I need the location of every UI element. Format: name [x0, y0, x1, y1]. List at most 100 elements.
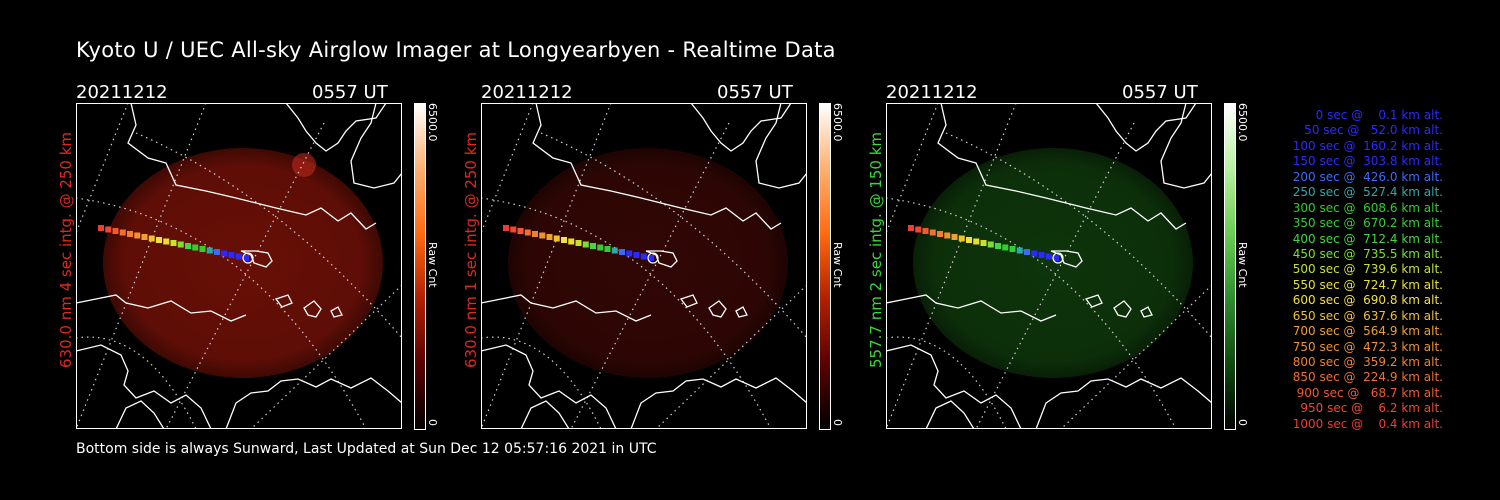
legend-row: 700 sec @ 564.9 km alt.	[1288, 324, 1443, 339]
map-2	[481, 103, 807, 429]
panel-frame	[886, 103, 1212, 429]
legend-row: 800 sec @ 359.2 km alt.	[1288, 355, 1443, 369]
map-3	[886, 103, 1212, 429]
trajectory-point	[517, 228, 524, 234]
trajectory-point	[141, 234, 148, 240]
trajectory-point	[228, 252, 235, 258]
trajectory-point	[243, 255, 249, 261]
trajectory-point	[929, 229, 936, 236]
map-1	[76, 103, 402, 429]
legend-row: 600 sec @ 690.8 km alt.	[1288, 293, 1443, 308]
coastline	[1160, 103, 1212, 189]
panel-3-colorbar	[1224, 103, 1236, 430]
trajectory-point	[980, 240, 987, 246]
trajectory-point	[199, 246, 206, 252]
coastline	[755, 103, 807, 189]
panel-2-date: 20211212	[481, 82, 573, 103]
trajectory-point	[633, 252, 640, 258]
trajectory-point	[626, 250, 633, 257]
trajectory-point	[648, 255, 654, 261]
trajectory-point	[156, 237, 162, 243]
legend-row: 100 sec @ 160.2 km alt.	[1288, 138, 1443, 153]
panel-2-ylabel: 630.0 nm 1 sec intg. @ 250 km	[462, 131, 480, 368]
coastline	[520, 400, 570, 429]
coastline	[690, 103, 792, 152]
coastline	[225, 377, 402, 429]
trajectory-point	[582, 241, 589, 248]
legend-row: 300 sec @ 608.6 km alt.	[1288, 200, 1443, 215]
trajectory-point	[105, 226, 112, 233]
coastline	[481, 344, 617, 429]
coastline	[240, 250, 273, 268]
trajectory-point	[908, 225, 914, 231]
graticule-line	[975, 122, 1135, 429]
panel-3-date: 20211212	[886, 82, 978, 103]
airglow-image	[103, 148, 383, 378]
panel-2-cbar-max: 6500.0	[831, 103, 844, 142]
legend-row: 900 sec @ 68.7 km alt.	[1292, 385, 1443, 400]
coastline	[532, 103, 782, 230]
legend-row: 400 sec @ 712.4 km alt.	[1288, 231, 1443, 246]
aurora-spot	[292, 153, 316, 177]
panel-3-cbar-min: 0	[1236, 419, 1249, 426]
trajectory-point	[170, 240, 177, 246]
coastline	[330, 306, 343, 318]
graticule-line	[886, 103, 1017, 429]
coastline	[1095, 103, 1197, 152]
trajectory-point	[1024, 249, 1030, 255]
coastline	[274, 294, 293, 308]
graticule-line	[481, 197, 772, 429]
trajectory-point	[1038, 252, 1045, 258]
trajectory-point	[611, 247, 618, 254]
legend-row: 550 sec @ 724.7 km alt.	[1288, 277, 1443, 292]
coastline	[303, 300, 322, 318]
trajectory-point	[185, 243, 191, 249]
graticule-line	[886, 197, 1177, 429]
trajectory-point	[604, 246, 611, 252]
legend-row: 150 sec @ 303.8 km alt.	[1288, 154, 1443, 169]
graticule-line	[481, 103, 612, 429]
trajectory-point	[640, 253, 647, 260]
panel-1-colorbar	[414, 103, 426, 430]
trajectory-point	[966, 237, 972, 243]
coastline	[1140, 306, 1153, 318]
coastline	[115, 400, 165, 429]
trajectory-legend: 0 sec @ 0.1 km alt. 50 sec @ 52.0 km alt…	[1258, 108, 1443, 432]
panel-1-cbar-max: 6500.0	[426, 103, 439, 142]
trajectory-point	[546, 234, 553, 240]
trajectory-point	[958, 235, 965, 242]
legend-row: 0 sec @ 0.1 km alt.	[1304, 108, 1443, 122]
panel-1-cbar-unit: Raw Cnt	[426, 242, 439, 288]
panel-frame	[76, 103, 402, 429]
airglow-image	[508, 148, 788, 378]
trajectory-point	[148, 235, 155, 242]
coastline	[886, 344, 1022, 429]
trajectory-point	[214, 249, 220, 255]
panel-1-cbar-min: 0	[426, 419, 439, 426]
panel-2-colorbar	[819, 103, 831, 430]
coastline	[645, 250, 678, 268]
airglow-image	[913, 148, 1193, 378]
trajectory-point	[1002, 244, 1009, 251]
trajectory-point	[539, 232, 546, 239]
graticule-line	[570, 122, 730, 429]
station-marker	[1052, 252, 1064, 264]
trajectory-point	[206, 247, 213, 254]
coastline	[1035, 377, 1212, 429]
trajectory-point	[973, 238, 980, 245]
trajectory-point	[192, 244, 199, 251]
station-marker	[647, 252, 659, 264]
panel-1-ylabel: 630.0 nm 4 sec intg. @ 250 km	[57, 131, 75, 368]
trajectory-point	[590, 243, 596, 249]
panel-1-image	[76, 103, 402, 429]
graticule-line	[165, 122, 325, 429]
coastline	[925, 400, 975, 429]
coastline	[76, 344, 212, 429]
trajectory-point	[524, 229, 531, 236]
graticule-line	[481, 103, 534, 234]
panel-2-image	[481, 103, 807, 429]
panel-1-date: 20211212	[76, 82, 168, 103]
trajectory-point	[235, 253, 242, 260]
legend-row: 450 sec @ 735.5 km alt.	[1288, 246, 1443, 261]
trajectory-point	[510, 226, 517, 233]
